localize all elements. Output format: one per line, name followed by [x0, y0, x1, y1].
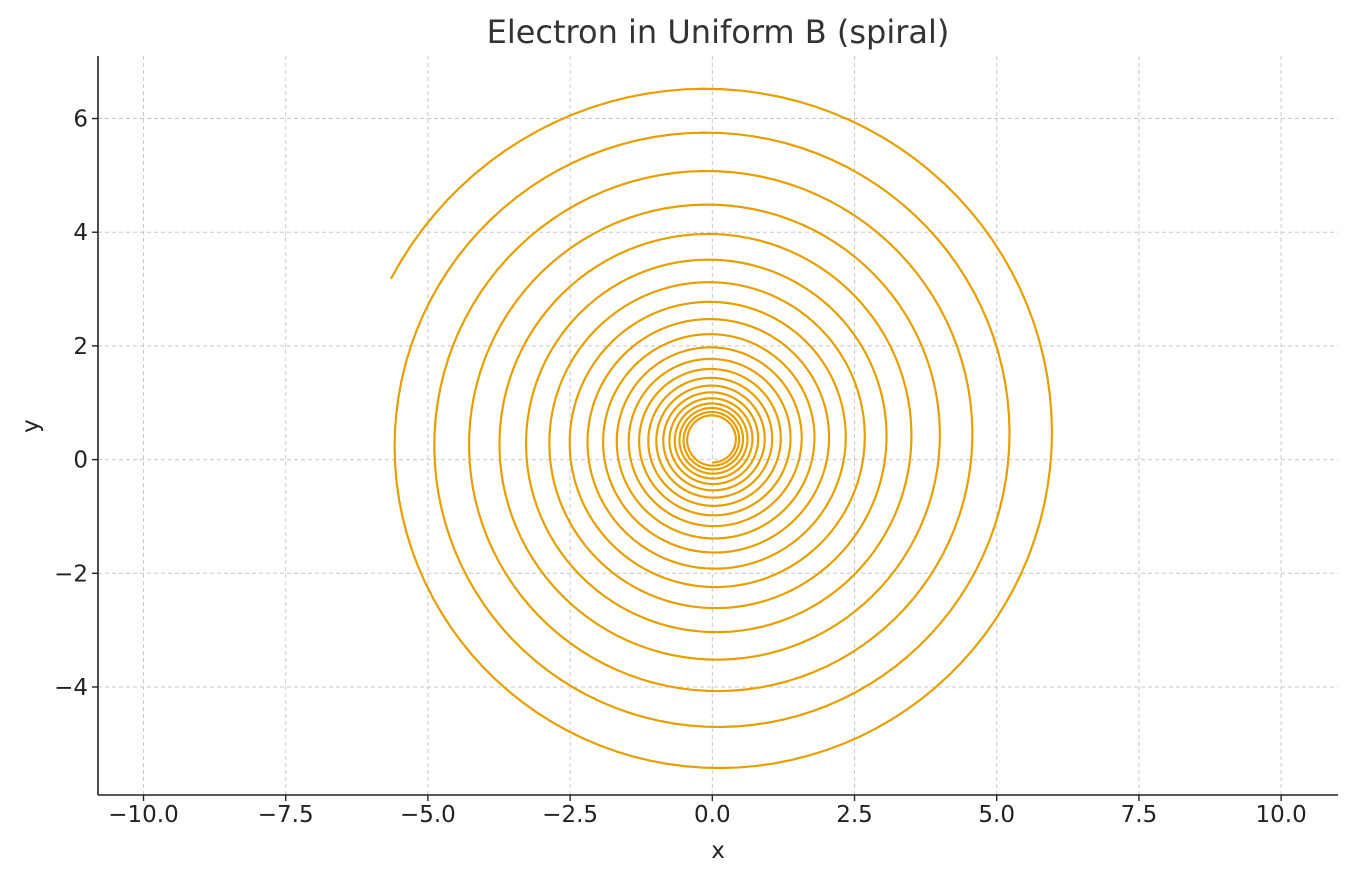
x-tick-label-8: 10.0: [1256, 802, 1307, 828]
y-tick-label-3: 2: [73, 334, 88, 360]
y-tick-label-5: 6: [73, 107, 88, 133]
x-tick-label-0: −10.0: [108, 802, 178, 828]
y-tick-label-2: 0: [73, 448, 88, 474]
series-layer: [389, 87, 1054, 770]
x-tick-label-7: 7.5: [1121, 802, 1158, 828]
ticks: −10.0 −7.5 −5.0 −2.5 0.0 2.5 5.0 7.5 10.0 −4 −2 0 2 4…: [54, 107, 1307, 828]
x-tick-label-5: 2.5: [836, 802, 873, 828]
y-tick-label-1: −2: [54, 561, 88, 587]
chart-title: Electron in Uniform B (spiral): [487, 13, 950, 51]
spiral-trajectory-line: [389, 87, 1054, 770]
y-tick-label-0: −4: [54, 675, 88, 701]
grid: [98, 56, 1338, 795]
x-tick-label-6: 5.0: [978, 802, 1015, 828]
x-axis-label: x: [711, 838, 725, 864]
x-tick-label-4: 0.0: [694, 802, 731, 828]
x-tick-label-3: −2.5: [542, 802, 598, 828]
axes: [97, 56, 1338, 796]
x-tick-label-1: −7.5: [258, 802, 314, 828]
x-tick-label-2: −5.0: [400, 802, 456, 828]
y-tick-label-4: 4: [73, 220, 88, 246]
y-axis-label: y: [18, 419, 44, 433]
